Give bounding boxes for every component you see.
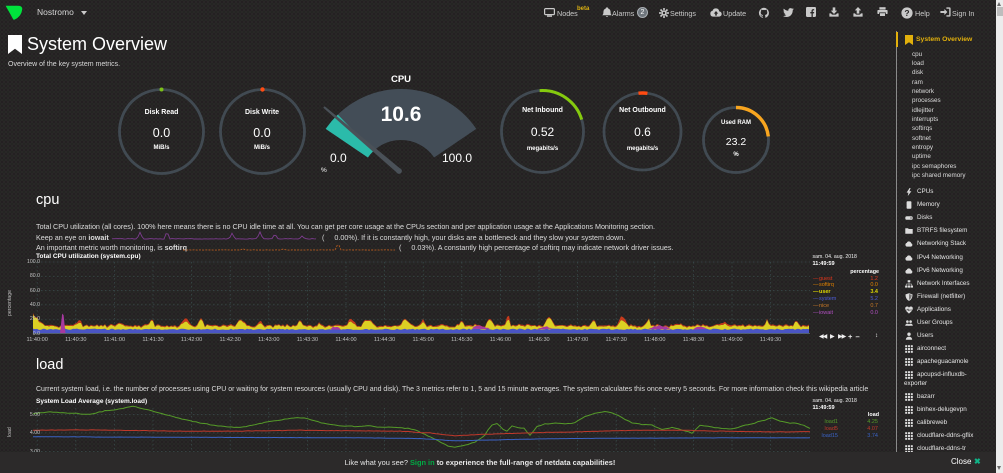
svg-text:?: ? [904,7,909,17]
